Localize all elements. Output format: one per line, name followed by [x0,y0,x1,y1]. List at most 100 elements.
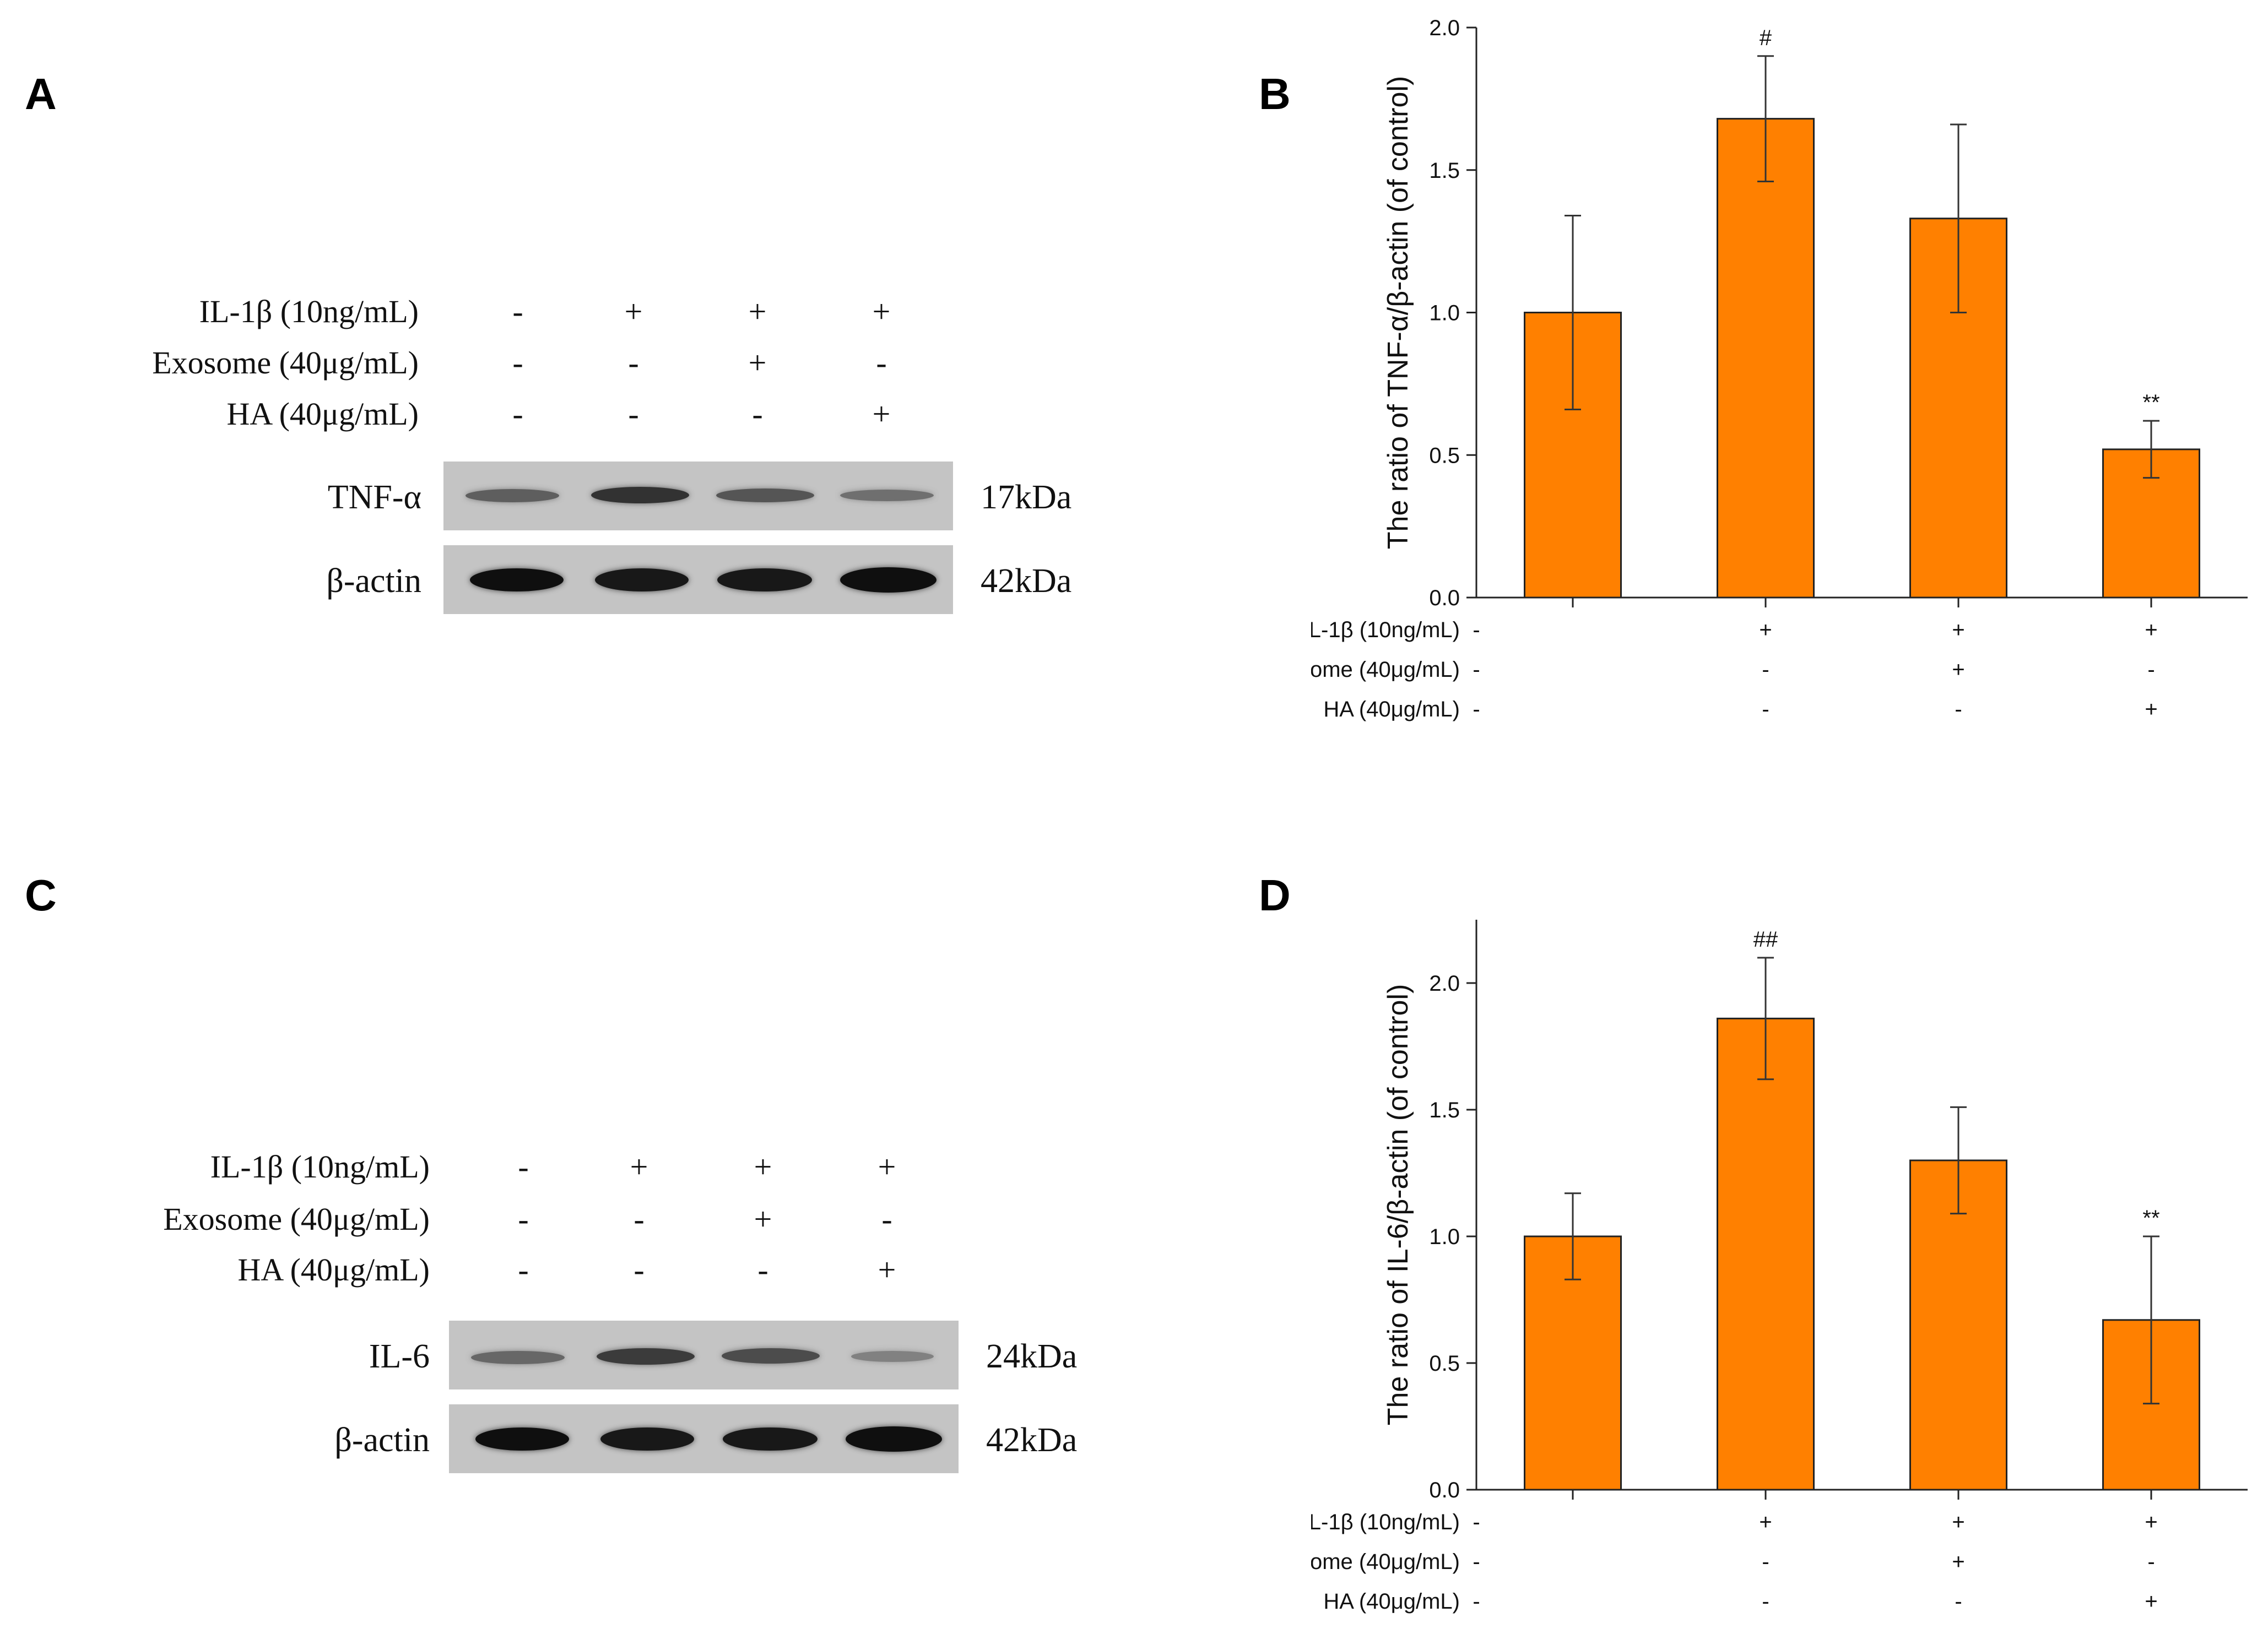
condition-label: IL-1β (10ng/mL) [1311,1510,1460,1534]
bar-chart-b: 0.0 0.5 1.0 1.5 2.0 The ratio of TNF-α/β-acti… [1311,16,2248,721]
kda-label-il6: 24kDa [986,1338,1078,1375]
blot-band [465,489,559,502]
condition-sign: + [1952,1550,1964,1574]
condition-sign: + [748,345,767,381]
panel-letter-b: B [1259,69,1291,118]
blot-label-tnf: TNF-α [327,479,421,516]
condition-sign: - [1762,1589,1769,1614]
blot-band [840,490,934,501]
condition-label: IL-1β (10ng/mL) [1311,618,1460,642]
condition-sign: - [512,294,523,329]
condition-sign: - [1473,1510,1480,1534]
y-axis-label: The ratio of IL-6/β-actin (of control) [1382,984,1414,1426]
condition-sign: - [628,396,639,432]
condition-sign: + [872,396,891,432]
blot-band [470,568,564,591]
condition-sign: - [881,1201,892,1237]
condition-label-exosome: Exosome (40μg/mL) [152,345,419,381]
condition-sign: - [1762,697,1769,721]
significance-label: ** [2142,390,2159,415]
condition-sign: - [518,1149,529,1185]
condition-sign: + [1759,1510,1772,1534]
bar [1717,1017,1815,1491]
blot-band [597,1348,695,1365]
panel-letter-c: C [25,871,57,920]
condition-label: Exosome (40μg/mL) [1311,658,1460,682]
y-tick-label: 2.0 [1429,971,1460,996]
condition-sign: - [1955,1589,1962,1614]
blot-band [475,1427,569,1451]
condition-sign: - [1473,658,1480,682]
condition-sign: + [2145,1510,2157,1534]
condition-sign: + [1952,1510,1964,1534]
condition-sign: - [757,1252,768,1288]
blot-band [851,1351,934,1362]
condition-label: HA (40μg/mL) [1323,1589,1460,1614]
bar [1909,1159,2007,1491]
kda-label-tnf: 17kDa [981,479,1072,516]
significance-label: ** [2142,1206,2159,1230]
significance-label: # [1760,26,1772,50]
kda-label-actin-a: 42kDa [981,562,1072,600]
condition-sign: - [1762,658,1769,682]
condition-label: HA (40μg/mL) [1323,697,1460,721]
condition-sign: + [754,1149,772,1185]
condition-sign: + [1952,618,1964,642]
condition-sign: + [878,1252,896,1288]
blot-band [600,1427,694,1451]
bar-chart-d: 0.0 0.5 1.0 1.5 2.0 The ratio of IL-6/β-actin… [1311,920,2248,1614]
blot-strip-tnf [443,462,953,530]
condition-sign: + [2145,618,2157,642]
y-tick-label: 1.5 [1429,159,1460,183]
blot-label-actin-a: β-actin [326,562,421,600]
condition-sign: + [2145,1589,2157,1614]
condition-label-exosome: Exosome (40μg/mL) [163,1201,430,1237]
significance-label: ## [1753,927,1778,952]
blot-band [717,568,812,591]
condition-sign: - [518,1201,529,1237]
condition-sign: - [1473,1550,1480,1574]
condition-sign: - [634,1201,645,1237]
blot-band [840,567,937,593]
condition-sign: + [748,294,767,329]
panel-letter-a: A [25,69,57,118]
condition-sign: - [2147,1550,2155,1574]
condition-sign: - [1473,1589,1480,1614]
y-tick-label: 2.0 [1429,16,1460,40]
blot-band [722,1348,820,1364]
condition-sign: - [752,396,763,432]
condition-sign: - [876,345,887,381]
condition-sign: + [630,1149,648,1185]
blot-band [595,568,689,591]
blot-label-actin-c: β-actin [334,1421,430,1459]
bar [1717,118,1815,599]
condition-label-ha: HA (40μg/mL) [237,1252,430,1288]
condition-sign: - [1473,618,1480,642]
y-tick-label: 0.5 [1429,443,1460,468]
condition-sign: + [872,294,891,329]
condition-sign: + [624,294,643,329]
blot-label-il6: IL-6 [369,1338,430,1375]
blot-band [723,1427,818,1451]
y-tick-label: 1.0 [1429,301,1460,325]
condition-label-il1b: IL-1β (10ng/mL) [210,1149,430,1185]
blot-band [591,487,689,503]
y-tick-label: 0.0 [1429,586,1460,610]
condition-sign: - [634,1252,645,1288]
condition-label-ha: HA (40μg/mL) [226,396,419,432]
blot-strip-il6 [449,1321,959,1389]
condition-sign: - [1762,1550,1769,1574]
blot-band [471,1351,565,1364]
y-tick-label: 1.5 [1429,1098,1460,1122]
blot-band [716,488,814,502]
condition-sign: + [1952,658,1964,682]
condition-sign: - [1955,697,1962,721]
y-tick-label: 1.0 [1429,1225,1460,1249]
condition-sign: + [754,1201,772,1237]
condition-sign: + [1759,618,1772,642]
condition-sign: + [2145,697,2157,721]
condition-label: Exosome (40μg/mL) [1311,1550,1460,1574]
condition-sign: - [512,396,523,432]
blot-strip-actin-c [449,1404,959,1473]
condition-sign: + [878,1149,896,1185]
